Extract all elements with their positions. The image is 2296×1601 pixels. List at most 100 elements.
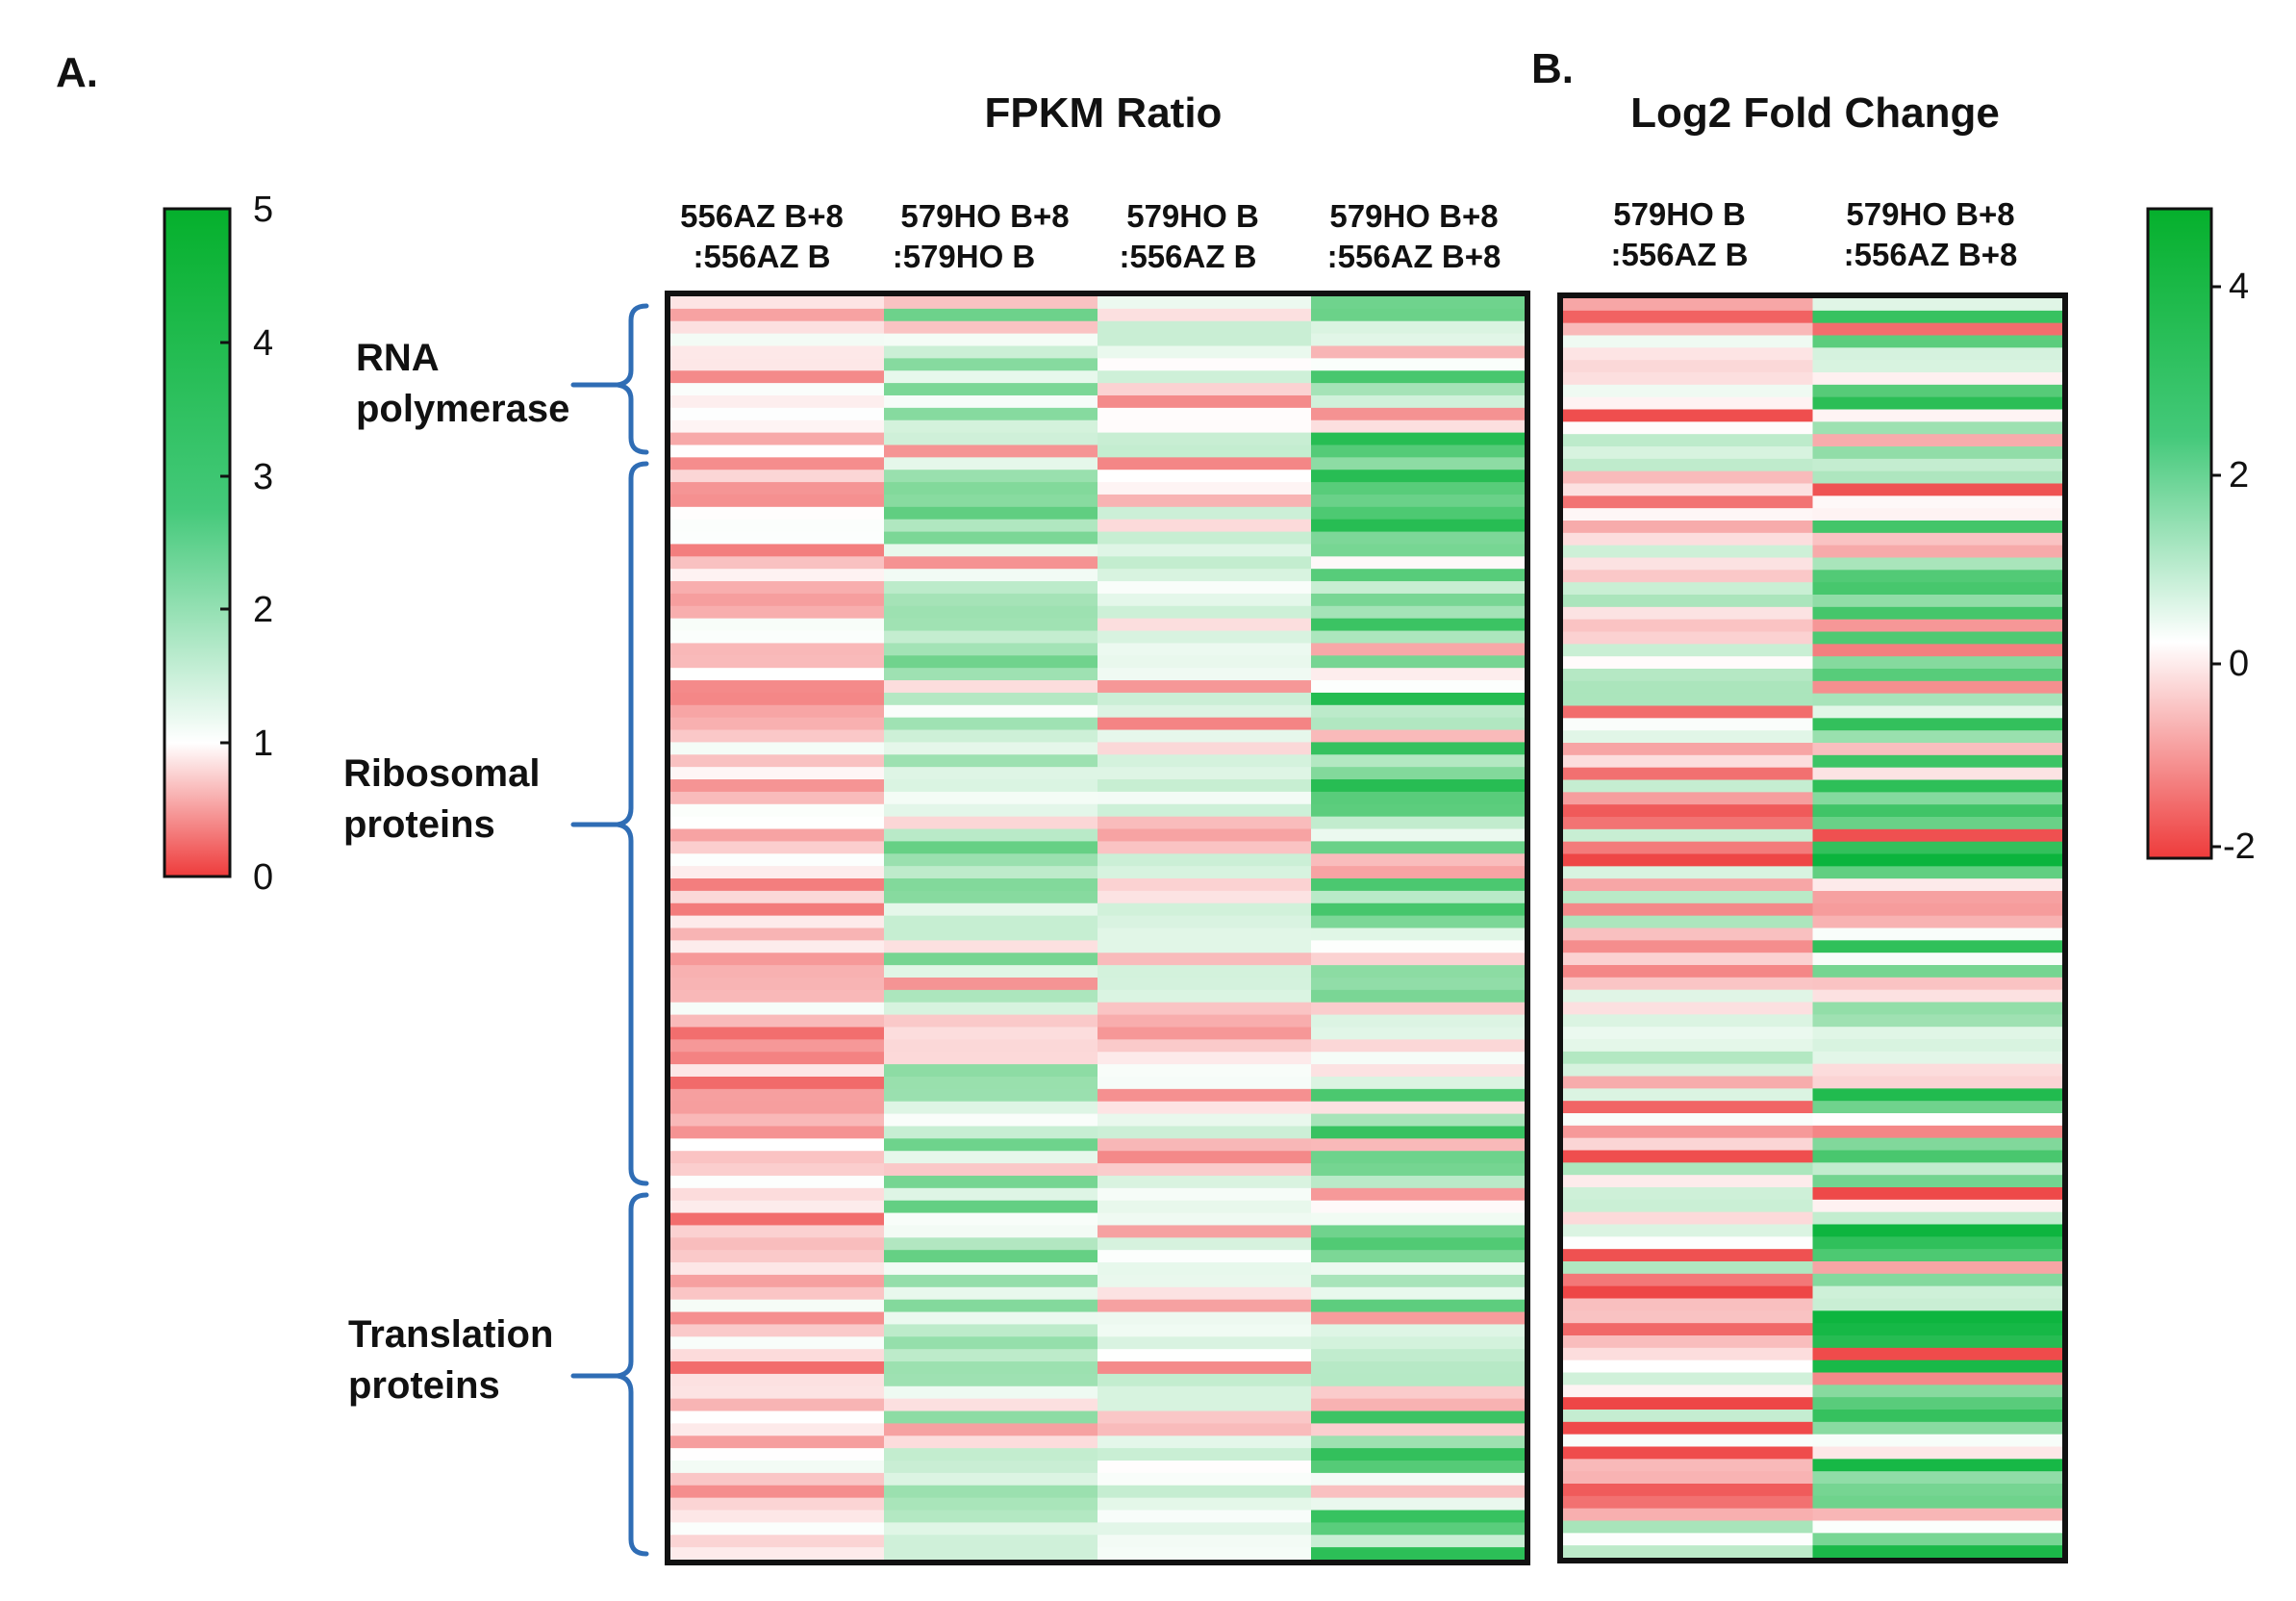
heatmap-cell	[1812, 1113, 2062, 1127]
heatmap-cell	[1812, 595, 2062, 608]
heatmap-cell	[1098, 333, 1311, 347]
heatmap-cell	[1098, 1052, 1311, 1065]
heatmap-cell	[1812, 680, 2062, 695]
heatmap-cell	[670, 1286, 884, 1301]
heatmap-cell	[1563, 853, 1813, 867]
heatmap-cell	[1563, 743, 1813, 756]
heatmap-cell	[670, 1064, 884, 1078]
heatmap-cell	[670, 866, 884, 879]
heatmap-cell	[1563, 1113, 1813, 1127]
heatmap-cell	[1563, 767, 1813, 781]
heatmap-cell	[884, 581, 1098, 595]
heatmap-cell	[1311, 1014, 1525, 1029]
heatmap-cell	[1563, 965, 1813, 978]
heatmap-cell	[1311, 1311, 1525, 1326]
heatmap-cell	[1563, 1063, 1813, 1078]
heatmap-cell	[1098, 1274, 1311, 1288]
heatmap-cell	[1812, 743, 2062, 756]
heatmap-cell	[1098, 1349, 1311, 1362]
heatmap-cell	[670, 556, 884, 570]
heatmap-cell	[1311, 742, 1525, 755]
heatmap-cell	[670, 1200, 884, 1214]
heatmap-cell	[1098, 1522, 1311, 1536]
heatmap-cell	[884, 1064, 1098, 1078]
heatmap-cell	[1812, 915, 2062, 929]
heatmap-cell	[1563, 1027, 1813, 1040]
heatmap-cell	[884, 1138, 1098, 1152]
log2-colorbar	[2146, 207, 2213, 860]
heatmap-cell	[1563, 644, 1813, 657]
heatmap-cell	[1812, 779, 2062, 793]
heatmap-cell	[1098, 605, 1311, 620]
heatmap-cell	[670, 977, 884, 991]
heatmap-cell	[1812, 1347, 2062, 1361]
heatmap-cell	[884, 791, 1098, 805]
heatmap-cell	[1563, 1137, 1813, 1152]
heatmap-cell	[1563, 841, 1813, 855]
heatmap-cell	[1812, 1421, 2062, 1436]
heatmap-cell	[1311, 556, 1525, 570]
heatmap-cell	[1311, 1385, 1525, 1400]
heatmap-cell	[1098, 803, 1311, 818]
heatmap-cell	[670, 1336, 884, 1350]
heatmap-cell	[670, 482, 884, 496]
group-braces	[570, 303, 649, 1557]
heatmap-cell	[1311, 308, 1525, 322]
log2-tick-4: 4	[2229, 267, 2249, 307]
panel-a-label: A.	[56, 49, 98, 96]
heatmap-cell	[1098, 1126, 1311, 1139]
heatmap-cell	[1098, 680, 1311, 694]
heatmap-cell	[884, 953, 1098, 966]
heatmap-cell	[1563, 1360, 1813, 1374]
fpkm-col2-header-line2: :579HO B	[893, 239, 1036, 274]
heatmap-cell	[884, 1510, 1098, 1523]
heatmap-cell	[1098, 1398, 1311, 1412]
heatmap-cell	[1098, 1200, 1311, 1214]
heatmap-cell	[1563, 521, 1813, 534]
fpkm-colorbar	[163, 207, 232, 878]
heatmap-cell	[884, 482, 1098, 496]
brace-translation	[570, 1192, 649, 1557]
fpkm-col1-header-line2: :556AZ B	[693, 239, 830, 274]
heatmap-cell	[1563, 878, 1813, 892]
heatmap-cell	[1812, 434, 2062, 447]
heatmap-cell	[1563, 656, 1813, 670]
heatmap-cell	[1812, 902, 2062, 917]
log2-col1-header-line2: :556AZ B	[1610, 237, 1748, 272]
heatmap-cell	[1563, 1397, 1813, 1410]
heatmap-cell	[884, 853, 1098, 867]
heatmap-cell	[1812, 1261, 2062, 1275]
heatmap-cell	[884, 704, 1098, 719]
fpkm-col1-header-line1: 556AZ B+8	[680, 198, 844, 234]
heatmap-cell	[884, 816, 1098, 830]
heatmap-cell	[884, 445, 1098, 458]
heatmap-cell	[670, 1076, 884, 1090]
heatmap-cell	[1311, 965, 1525, 978]
heatmap-cell	[1098, 1448, 1311, 1461]
heatmap-cell	[1812, 409, 2062, 422]
heatmap-cell	[1311, 1101, 1525, 1115]
heatmap-cell	[1812, 1372, 2062, 1385]
heatmap-cell	[1098, 1175, 1311, 1189]
heatmap-cell	[1311, 445, 1525, 458]
heatmap-cell	[1311, 506, 1525, 521]
heatmap-cell	[1563, 940, 1813, 953]
heatmap-cell	[1563, 384, 1813, 398]
heatmap-cell	[1098, 828, 1311, 842]
heatmap-cell	[670, 1349, 884, 1362]
heatmap-cell	[1098, 915, 1311, 929]
heatmap-cell	[1098, 1163, 1311, 1177]
heatmap-cell	[1311, 1510, 1525, 1523]
heatmap-cell	[1563, 1385, 1813, 1398]
heatmap-cell	[1311, 1064, 1525, 1078]
heatmap-cell	[1812, 582, 2062, 596]
heatmap-cell	[884, 1126, 1098, 1139]
heatmap-cell	[884, 1002, 1098, 1016]
heatmap-cell	[1812, 1273, 2062, 1287]
fpkm-col2-header-line1: 579HO B+8	[900, 198, 1069, 234]
log2-col1-header-line1: 579HO B	[1613, 196, 1746, 232]
heatmap-cell	[1563, 1211, 1813, 1226]
heatmap-cell	[884, 803, 1098, 818]
heatmap-cell	[1812, 1520, 2062, 1534]
heatmap-cell	[884, 1497, 1098, 1512]
